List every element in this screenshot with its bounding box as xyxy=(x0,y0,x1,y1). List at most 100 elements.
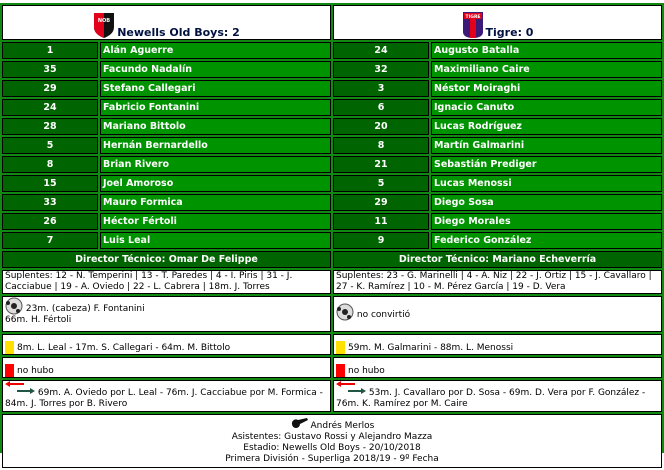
tournament: Primera División - Superliga 2018/19 - 9… xyxy=(225,453,439,464)
away-player-number: 6 xyxy=(333,99,429,116)
home-player-number: 1 xyxy=(2,42,98,59)
player-row: 35 Facundo Nadalín 32 Maximiliano Caire xyxy=(2,61,662,78)
home-team-score: Newells Old Boys: 2 xyxy=(117,26,240,39)
red-card-icon xyxy=(5,364,14,377)
yellow-card-icon xyxy=(336,341,345,354)
home-player-number: 29 xyxy=(2,80,98,97)
away-player-name[interactable]: Ignacio Canuto xyxy=(431,99,662,116)
away-red-text: no hubo xyxy=(348,366,385,376)
home-player-name[interactable]: Fabricio Fontanini xyxy=(100,99,331,116)
player-row: 8 Brian Rivero 21 Sebastián Prediger xyxy=(2,156,662,173)
match-info-footer: Andrés Merlos Asistentes: Gustavo Rossi … xyxy=(2,414,662,468)
away-player-name[interactable]: Néstor Moiraghi xyxy=(431,80,662,97)
home-player-name[interactable]: Stefano Callegari xyxy=(100,80,331,97)
away-header: TIGRE Tigre: 0 xyxy=(333,5,662,40)
whistle-icon xyxy=(291,417,308,428)
home-player-number: 28 xyxy=(2,118,98,135)
home-player-name[interactable]: Mauro Formica xyxy=(100,194,331,211)
substitution-arrows-icon xyxy=(5,381,35,394)
referee: Andrés Merlos xyxy=(310,420,375,431)
home-player-number: 15 xyxy=(2,175,98,192)
home-player-number: 8 xyxy=(2,156,98,173)
home-player-name[interactable]: Brian Rivero xyxy=(100,156,331,173)
home-player-name[interactable]: Hernán Bernardello xyxy=(100,137,331,154)
red-card-icon xyxy=(336,364,345,377)
home-red-text: no hubo xyxy=(17,366,54,376)
match-sheet: NOB Newells Old Boys: 2 TIGRE Tigre: 0 1 Al… xyxy=(0,3,664,468)
svg-text:NOB: NOB xyxy=(98,18,110,24)
away-coach: Director Técnico: Mariano Echeverría xyxy=(333,251,662,268)
away-player-number: 9 xyxy=(333,232,429,249)
home-changes-text: 69m. A. Oviedo por L. Leal - 76m. J. Cac… xyxy=(5,388,323,409)
away-yellow-text: 59m. M. Galmarini - 88m. L. Menossi xyxy=(348,343,514,353)
away-player-number: 21 xyxy=(333,156,429,173)
away-player-number: 32 xyxy=(333,61,429,78)
away-changes-text: 53m. J. Cavallaro por D. Sosa - 69m. D. … xyxy=(336,388,646,409)
away-player-name[interactable]: Lucas Rodríguez xyxy=(431,118,662,135)
match-table: NOB Newells Old Boys: 2 TIGRE Tigre: 0 1 Al… xyxy=(0,3,664,470)
player-row: 28 Mariano Bittolo 20 Lucas Rodríguez xyxy=(2,118,662,135)
away-player-name[interactable]: Federico González xyxy=(431,232,662,249)
away-player-name[interactable]: Martín Galmarini xyxy=(431,137,662,154)
player-row: 33 Mauro Formica 29 Diego Sosa xyxy=(2,194,662,211)
home-changes: 69m. A. Oviedo por L. Leal - 76m. J. Cac… xyxy=(2,380,331,412)
away-player-name[interactable]: Sebastián Prediger xyxy=(431,156,662,173)
home-yellow-cards: 8m. L. Leal - 17m. S. Callegari - 64m. M… xyxy=(2,334,331,355)
tigre-badge-icon: TIGRE xyxy=(462,12,483,38)
home-substitutes: Suplentes: 12 - N. Temperini | 13 - T. P… xyxy=(2,270,331,294)
svg-text:TIGRE: TIGRE xyxy=(465,14,480,20)
away-player-name[interactable]: Diego Sosa xyxy=(431,194,662,211)
home-player-name[interactable]: Joel Amoroso xyxy=(100,175,331,192)
home-goals: 23m. (cabeza) F. Fontanini 66m. H. Fértol… xyxy=(2,296,331,332)
away-player-name[interactable]: Augusto Batalla xyxy=(431,42,662,59)
home-goal-1: 23m. (cabeza) F. Fontanini xyxy=(25,304,145,314)
yellow-card-icon xyxy=(5,341,14,354)
home-goal-2: 66m. H. Fértoli xyxy=(5,315,72,325)
away-player-number: 20 xyxy=(333,118,429,135)
substitution-arrows-icon xyxy=(336,381,366,394)
player-row: 1 Alán Aguerre 24 Augusto Batalla xyxy=(2,42,662,59)
away-changes: 53m. J. Cavallaro por D. Sosa - 69m. D. … xyxy=(333,380,662,412)
home-coach: Director Técnico: Omar De Felippe xyxy=(2,251,331,268)
home-yellow-text: 8m. L. Leal - 17m. S. Callegari - 64m. M… xyxy=(17,343,231,353)
away-player-name[interactable]: Maximiliano Caire xyxy=(431,61,662,78)
away-red-cards: no hubo xyxy=(333,357,662,378)
home-red-cards: no hubo xyxy=(2,357,331,378)
away-player-name[interactable]: Lucas Menossi xyxy=(431,175,662,192)
home-player-name[interactable]: Héctor Fértoli xyxy=(100,213,331,230)
newells-badge-icon: NOB xyxy=(94,13,115,38)
home-player-number: 26 xyxy=(2,213,98,230)
away-player-number: 29 xyxy=(333,194,429,211)
home-player-number: 35 xyxy=(2,61,98,78)
away-player-number: 3 xyxy=(333,80,429,97)
player-row: 5 Hernán Bernardello 8 Martín Galmarini xyxy=(2,137,662,154)
player-row: 15 Joel Amoroso 5 Lucas Menossi xyxy=(2,175,662,192)
player-row: 7 Luis Leal 9 Federico González xyxy=(2,232,662,249)
home-player-number: 33 xyxy=(2,194,98,211)
home-player-name[interactable]: Alán Aguerre xyxy=(100,42,331,59)
soccer-ball-icon xyxy=(5,297,23,315)
player-row: 29 Stefano Callegari 3 Néstor Moiraghi xyxy=(2,80,662,97)
away-team-score: Tigre: 0 xyxy=(485,26,534,39)
stadium-date: Estadio: Newells Old Boys - 20/10/2018 xyxy=(243,442,421,453)
home-player-name[interactable]: Mariano Bittolo xyxy=(100,118,331,135)
away-player-number: 11 xyxy=(333,213,429,230)
player-row: 26 Héctor Fértoli 11 Diego Morales xyxy=(2,213,662,230)
away-player-name[interactable]: Diego Morales xyxy=(431,213,662,230)
away-player-number: 24 xyxy=(333,42,429,59)
away-goals: no convirtió xyxy=(333,296,662,332)
away-goal-1: no convirtió xyxy=(356,310,411,320)
assistants: Asistentes: Gustavo Rossi y Alejandro Ma… xyxy=(231,431,433,442)
home-header: NOB Newells Old Boys: 2 xyxy=(2,5,331,40)
home-player-number: 24 xyxy=(2,99,98,116)
home-player-name[interactable]: Luis Leal xyxy=(100,232,331,249)
away-player-number: 5 xyxy=(333,175,429,192)
away-player-number: 8 xyxy=(333,137,429,154)
soccer-ball-icon xyxy=(336,303,354,321)
home-player-number: 5 xyxy=(2,137,98,154)
player-row: 24 Fabricio Fontanini 6 Ignacio Canuto xyxy=(2,99,662,116)
home-player-number: 7 xyxy=(2,232,98,249)
away-substitutes: Suplentes: 23 - G. Marinelli | 4 - A. Ni… xyxy=(333,270,662,294)
home-player-name[interactable]: Facundo Nadalín xyxy=(100,61,331,78)
away-yellow-cards: 59m. M. Galmarini - 88m. L. Menossi xyxy=(333,334,662,355)
